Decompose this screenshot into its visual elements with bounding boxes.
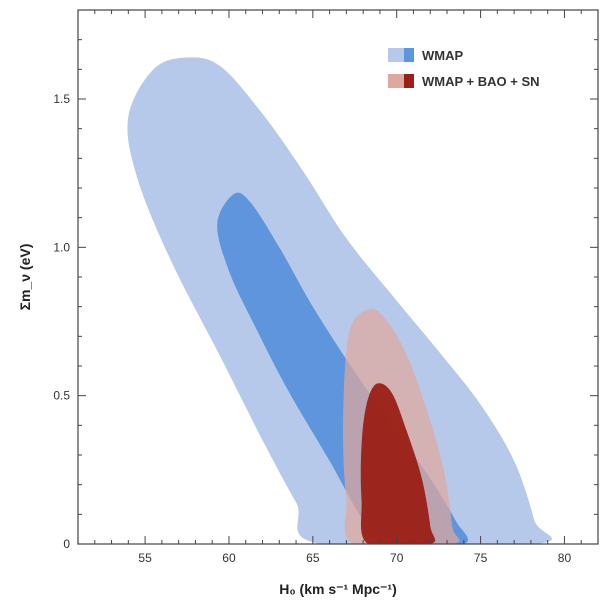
wmap-bao-sn-inner-region <box>360 383 436 544</box>
legend-label: WMAP + BAO + SN <box>422 74 540 89</box>
legend-label: WMAP <box>422 48 463 63</box>
x-tick-label: 55 <box>138 551 152 565</box>
x-tick-label: 70 <box>390 551 404 565</box>
y-axis-label: Σm_ν (eV) <box>17 244 33 311</box>
wmap-outer-region <box>127 57 552 544</box>
y-tick-label: 1.0 <box>53 240 70 254</box>
legend-swatch-inner <box>404 48 414 62</box>
confidence-regions <box>127 57 552 544</box>
y-tick-label: 0.5 <box>53 389 70 403</box>
x-tick-label: 60 <box>222 551 236 565</box>
y-tick-label: 0 <box>63 537 70 551</box>
legend-swatch-outer <box>388 74 404 88</box>
y-axis-ticks: 0 0.5 1.0 1.5 <box>53 9 598 551</box>
x-axis-label: H₀ (km s⁻¹ Mpc⁻¹) <box>279 581 397 597</box>
legend-swatch-inner <box>404 74 414 88</box>
x-tick-label: 75 <box>474 551 488 565</box>
x-tick-label: 80 <box>558 551 572 565</box>
x-axis-ticks: 55 60 65 70 75 80 <box>77 10 599 565</box>
legend-swatch-outer <box>388 48 404 62</box>
x-tick-label: 65 <box>306 551 320 565</box>
y-tick-label: 1.5 <box>53 92 70 106</box>
legend: WMAP WMAP + BAO + SN <box>388 48 540 89</box>
